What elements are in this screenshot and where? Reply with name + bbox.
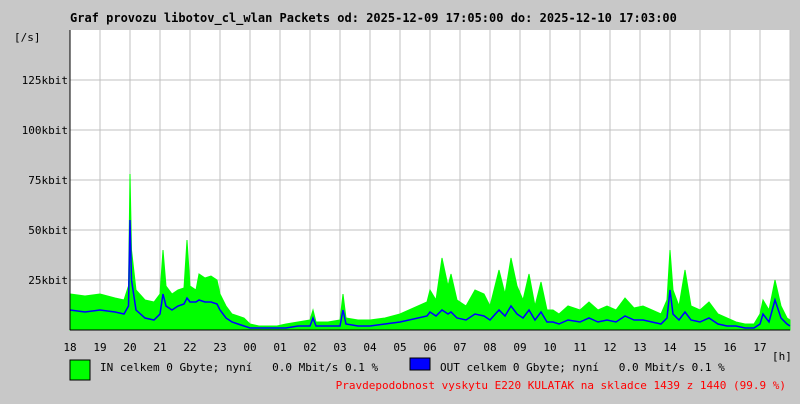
x-tick-label: 03	[333, 341, 346, 354]
x-tick-label: 22	[183, 341, 196, 354]
chart-title: Graf provozu libotov_cl_wlan Packets od:…	[70, 11, 677, 26]
x-tick-label: 15	[693, 341, 706, 354]
x-tick-label: 05	[393, 341, 406, 354]
x-tick-label: 08	[483, 341, 496, 354]
x-tick-label: 16	[723, 341, 736, 354]
legend-out-swatch	[409, 357, 431, 371]
x-tick-label: 07	[453, 341, 466, 354]
y-tick-label: 100kbit	[22, 124, 68, 137]
x-tick-label: 06	[423, 341, 436, 354]
grid	[70, 30, 791, 330]
legend-in-swatch	[69, 359, 91, 381]
y-tick-label: 25kbit	[28, 274, 68, 287]
tick-labels: 25kbit 50kbit 75kbit 100kbit 125kbit 18 19 20 21…	[22, 74, 767, 354]
x-tick-label: 21	[153, 341, 166, 354]
x-axis-unit: [h]	[772, 350, 792, 363]
footer-note: Pravdepodobnost vyskytu E220 KULATAK na …	[336, 379, 786, 392]
x-tick-label: 12	[603, 341, 616, 354]
x-tick-label: 10	[543, 341, 556, 354]
y-axis-unit: [/s]	[14, 31, 41, 44]
x-tick-label: 19	[93, 341, 106, 354]
x-tick-label: 00	[243, 341, 256, 354]
x-tick-label: 14	[663, 341, 677, 354]
x-tick-label: 13	[633, 341, 646, 354]
legend-out-label: OUT celkem 0 Gbyte; nyní 0.0 Mbit/s 0.1 …	[440, 361, 725, 374]
y-tick-label: 75kbit	[28, 174, 68, 187]
x-tick-label: 23	[213, 341, 226, 354]
y-tick-label: 50kbit	[28, 224, 68, 237]
x-tick-label: 04	[363, 341, 377, 354]
series-layer	[69, 173, 791, 331]
x-tick-label: 11	[573, 341, 586, 354]
x-tick-label: 02	[303, 341, 316, 354]
x-tick-label: 01	[273, 341, 286, 354]
y-tick-label: 125kbit	[22, 74, 68, 87]
series-out-line	[69, 219, 791, 329]
x-tick-label: 17	[753, 341, 766, 354]
x-tick-label: 09	[513, 341, 526, 354]
x-tick-label: 20	[123, 341, 136, 354]
legend-in-label: IN celkem 0 Gbyte; nyní 0.0 Mbit/s 0.1 %	[100, 361, 379, 374]
x-tick-label: 18	[63, 341, 76, 354]
